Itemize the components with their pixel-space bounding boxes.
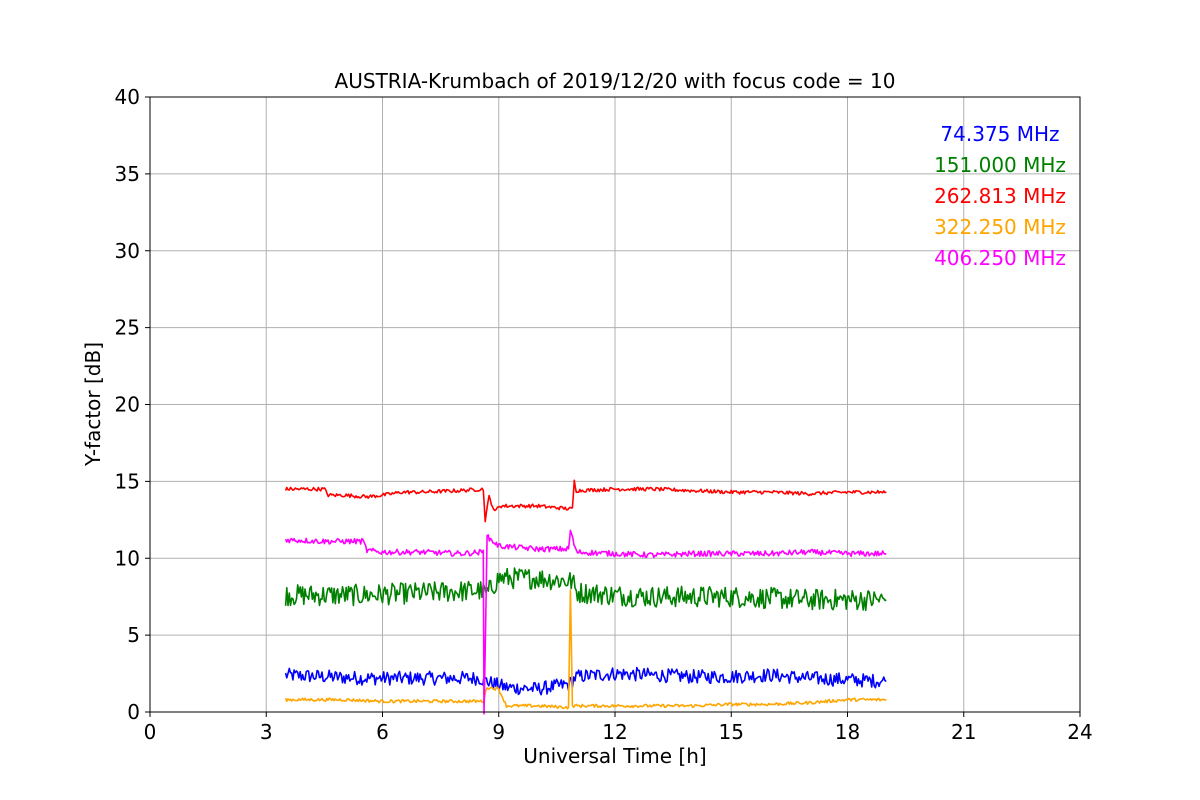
legend-entry: 151.000 MHz (934, 153, 1066, 177)
y-tick-label: 20 (115, 393, 140, 417)
y-tick-label: 30 (115, 239, 140, 263)
x-axis-label: Universal Time [h] (523, 744, 706, 768)
series-line (284, 479, 887, 523)
y-tick-label: 5 (127, 623, 140, 647)
legend-entry: 406.250 MHz (934, 246, 1066, 270)
x-tick-label: 15 (719, 720, 744, 744)
x-tick-label: 24 (1067, 720, 1092, 744)
y-tick-label: 0 (127, 700, 140, 724)
axis-ticks (145, 96, 1081, 717)
series-line (284, 589, 887, 710)
x-tick-label: 21 (951, 720, 976, 744)
x-tick-label: 0 (144, 720, 157, 744)
legend-entry: 74.375 MHz (940, 122, 1059, 146)
x-tick-label: 3 (260, 720, 273, 744)
grid-lines (150, 97, 1080, 712)
y-axis-label: Y-factor [dB] (81, 342, 105, 467)
chart-title: AUSTRIA-Krumbach of 2019/12/20 with focu… (335, 69, 896, 93)
legend: 74.375 MHz 151.000 MHz 262.813 MHz 322.250 … (934, 122, 1066, 270)
series-line (284, 567, 887, 612)
y-tick-label: 40 (115, 85, 140, 109)
series-line (284, 666, 887, 696)
x-tick-label: 18 (835, 720, 860, 744)
y-tick-label: 35 (115, 162, 140, 186)
series-lines (284, 479, 887, 715)
y-tick-label: 25 (115, 316, 140, 340)
y-tick-label: 10 (115, 546, 140, 570)
y-tick-label: 15 (115, 469, 140, 493)
x-tick-label: 6 (376, 720, 389, 744)
x-tick-label: 12 (602, 720, 627, 744)
x-tick-labels: 0 3 6 9 12 15 18 21 24 (144, 720, 1093, 744)
y-tick-labels: 0 5 10 15 20 25 30 35 40 (115, 85, 140, 724)
legend-entry: 262.813 MHz (934, 184, 1066, 208)
legend-entry: 322.250 MHz (934, 215, 1066, 239)
series-line (284, 529, 887, 715)
x-tick-label: 9 (492, 720, 505, 744)
